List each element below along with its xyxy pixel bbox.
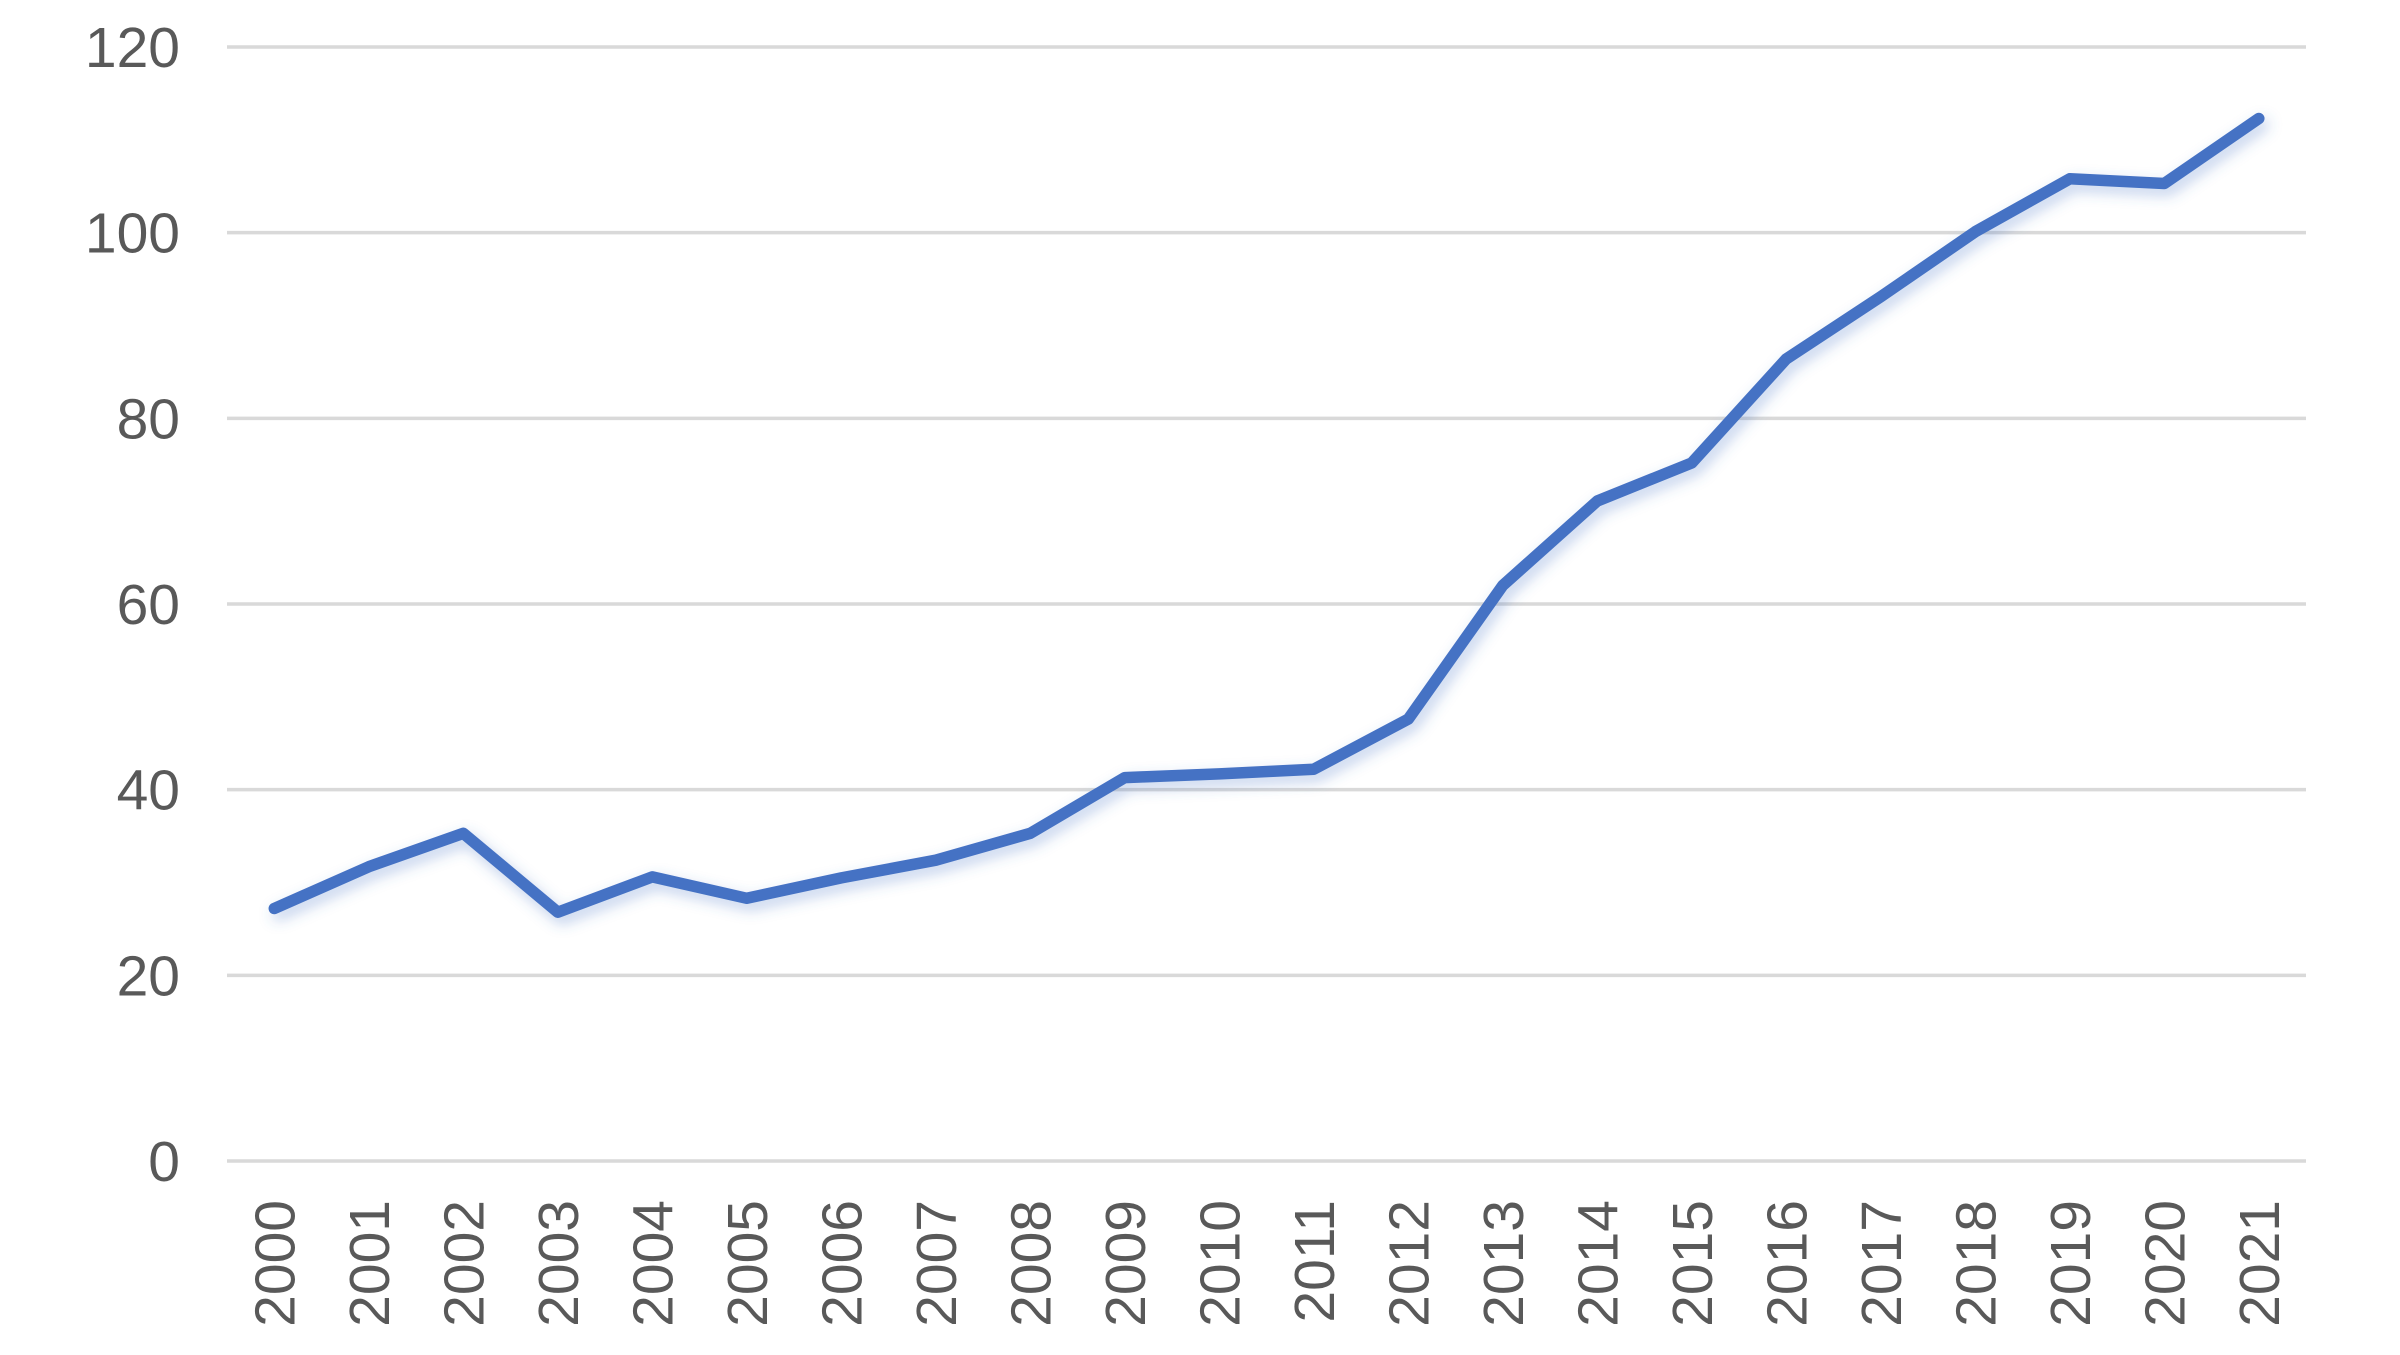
y-tick-label: 0 bbox=[148, 1130, 180, 1194]
x-tick-label: 2004 bbox=[621, 1200, 685, 1327]
y-gridlines bbox=[227, 45, 2306, 1163]
x-tick-label: 2007 bbox=[905, 1200, 969, 1327]
y-tick-label: 40 bbox=[117, 759, 180, 823]
x-tick-label: 2015 bbox=[1661, 1200, 1725, 1327]
x-tick-label: 2012 bbox=[1377, 1200, 1441, 1327]
series-layer bbox=[268, 112, 2265, 918]
y-tick-label: 60 bbox=[117, 573, 180, 637]
y-tick-label: 120 bbox=[85, 16, 180, 80]
x-tick-label: 2002 bbox=[432, 1200, 496, 1327]
x-tick-label: 2020 bbox=[2133, 1200, 2197, 1327]
y-axis-labels: 0 20 40 60 80 100 120 bbox=[85, 16, 180, 1194]
x-tick-label: 2003 bbox=[527, 1200, 591, 1327]
x-tick-label: 2010 bbox=[1188, 1200, 1252, 1327]
x-tick-label: 2013 bbox=[1472, 1200, 1536, 1327]
x-tick-label: 2005 bbox=[716, 1200, 780, 1327]
x-axis-labels: 2000 2001 2002 2003 2004 2005 2006 2007 2008 2009… bbox=[243, 1200, 2292, 1327]
x-tick-label: 2001 bbox=[338, 1200, 402, 1327]
x-tick-label: 2014 bbox=[1566, 1200, 1630, 1327]
x-tick-label: 2021 bbox=[2228, 1200, 2292, 1327]
x-tick-label: 2008 bbox=[999, 1200, 1063, 1327]
x-tick-label: 2018 bbox=[1944, 1200, 2008, 1327]
x-tick-label: 2016 bbox=[1755, 1200, 1819, 1327]
y-tick-label: 20 bbox=[117, 944, 180, 1008]
y-tick-label: 80 bbox=[117, 387, 180, 451]
x-tick-label: 2017 bbox=[1850, 1200, 1914, 1327]
x-tick-label: 2011 bbox=[1283, 1200, 1347, 1323]
series-line bbox=[268, 112, 2265, 918]
x-tick-label: 2009 bbox=[1094, 1200, 1158, 1327]
x-tick-label: 2000 bbox=[243, 1200, 307, 1327]
x-tick-label: 2019 bbox=[2039, 1200, 2103, 1327]
y-tick-label: 100 bbox=[85, 202, 180, 266]
x-tick-label: 2006 bbox=[810, 1200, 874, 1327]
